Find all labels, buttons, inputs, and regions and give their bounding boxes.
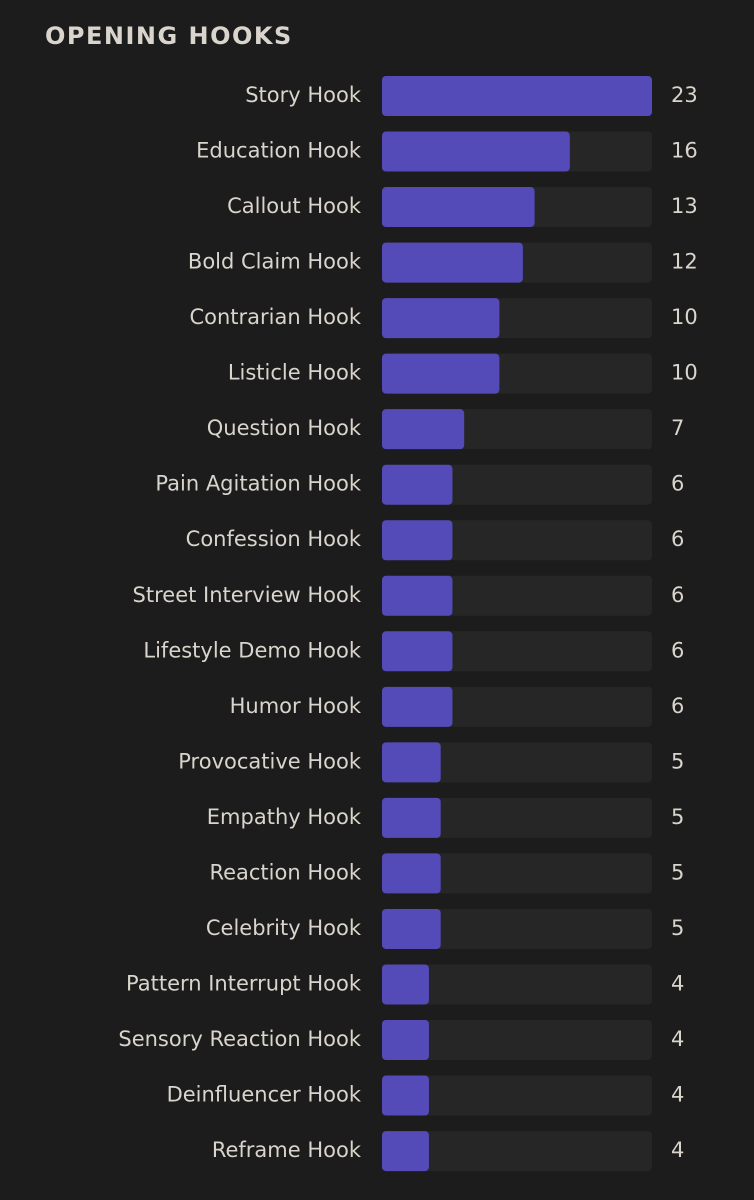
- bar-track: [382, 1075, 652, 1116]
- value-label: 4: [671, 1083, 684, 1107]
- bar: [382, 187, 535, 228]
- category-label: Reframe Hook: [212, 1138, 362, 1162]
- value-label: 10: [671, 305, 698, 329]
- category-label: Street Interview Hook: [133, 583, 362, 607]
- bar-track: [382, 908, 652, 949]
- value-label: 6: [671, 472, 684, 496]
- category-label: Pain Agitation Hook: [155, 472, 361, 496]
- value-label: 23: [671, 83, 698, 107]
- value-label: 4: [671, 971, 684, 995]
- category-label: Provocative Hook: [178, 749, 362, 773]
- category-label: Humor Hook: [230, 694, 362, 718]
- bar-track: [382, 1131, 652, 1172]
- bar: [382, 686, 453, 727]
- value-label: 4: [671, 1138, 684, 1162]
- value-label: 16: [671, 139, 698, 163]
- category-label: Sensory Reaction Hook: [118, 1027, 361, 1051]
- category-label: Pattern Interrupt Hook: [126, 971, 362, 995]
- value-label: 13: [671, 194, 698, 218]
- value-label: 4: [671, 1027, 684, 1051]
- category-label: Empathy Hook: [207, 805, 362, 829]
- bar: [382, 908, 441, 949]
- bar: [382, 298, 500, 339]
- bar: [382, 797, 441, 838]
- value-label: 6: [671, 583, 684, 607]
- chart-title: OPENING HOOKS: [45, 22, 293, 50]
- bar: [382, 131, 570, 172]
- category-label: Lifestyle Demo Hook: [143, 638, 361, 662]
- category-label: Contrarian Hook: [189, 305, 361, 329]
- category-label: Reaction Hook: [209, 860, 361, 884]
- bar: [382, 464, 453, 505]
- category-label: Celebrity Hook: [206, 916, 362, 940]
- value-label: 10: [671, 361, 698, 385]
- category-label: Story Hook: [245, 83, 362, 107]
- value-label: 5: [671, 860, 684, 884]
- bar-track: [382, 797, 652, 838]
- bar: [382, 242, 523, 283]
- value-label: 12: [671, 250, 698, 274]
- bar: [382, 1075, 429, 1116]
- bar: [382, 1020, 429, 1061]
- bar: [382, 520, 453, 561]
- bar-track: [382, 964, 652, 1005]
- value-label: 5: [671, 805, 684, 829]
- bar: [382, 964, 429, 1005]
- bar: [382, 575, 453, 616]
- bar: [382, 742, 441, 783]
- category-label: Deinfluencer Hook: [167, 1083, 362, 1107]
- bar: [382, 76, 652, 116]
- value-label: 7: [671, 416, 684, 440]
- bar: [382, 353, 500, 394]
- bar: [382, 1131, 429, 1172]
- bar-track: [382, 742, 652, 783]
- bar-track: [382, 1020, 652, 1061]
- category-label: Callout Hook: [227, 194, 362, 218]
- category-label: Confession Hook: [186, 527, 362, 551]
- value-label: 6: [671, 694, 684, 718]
- bar: [382, 853, 441, 894]
- value-label: 5: [671, 916, 684, 940]
- value-label: 6: [671, 527, 684, 551]
- category-label: Bold Claim Hook: [188, 250, 362, 274]
- bar: [382, 631, 453, 672]
- bar: [382, 409, 465, 450]
- category-label: Education Hook: [196, 139, 362, 163]
- category-label: Listicle Hook: [228, 361, 362, 385]
- category-label: Question Hook: [207, 416, 362, 440]
- value-label: 5: [671, 749, 684, 773]
- bar-track: [382, 853, 652, 894]
- value-label: 6: [671, 638, 684, 662]
